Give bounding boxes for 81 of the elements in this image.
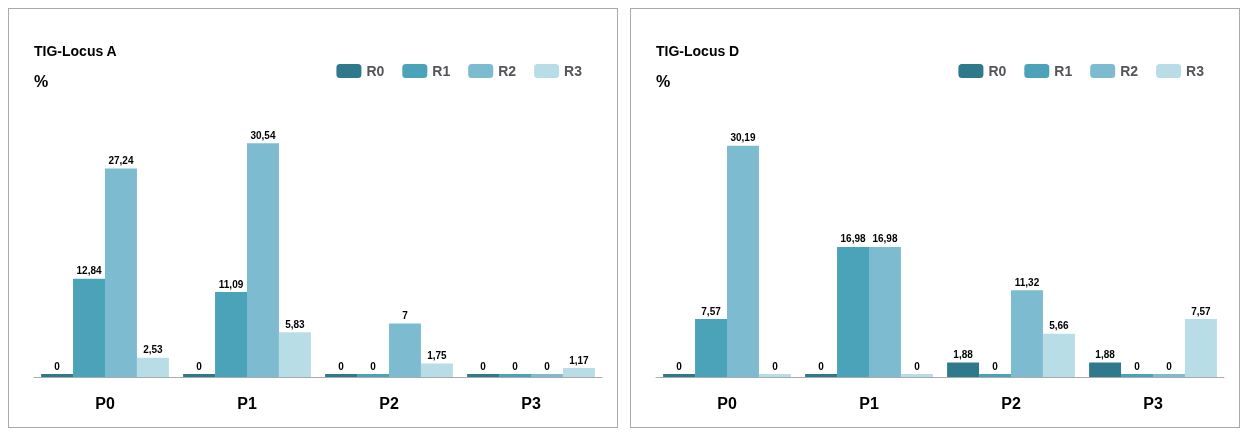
bar (1089, 362, 1122, 377)
bar (215, 292, 247, 377)
bar (979, 374, 1011, 377)
bar (869, 246, 901, 377)
bar (1153, 374, 1185, 377)
data-label: 30,54 (250, 129, 276, 141)
bar (1011, 290, 1043, 377)
bar (805, 374, 838, 377)
data-label: 0 (370, 360, 377, 372)
data-label: 0 (196, 360, 203, 372)
bar (41, 374, 74, 377)
data-label: 0 (818, 360, 825, 372)
data-label: 11,09 (218, 278, 244, 290)
bar (420, 363, 453, 377)
data-label: 16,98 (872, 233, 898, 245)
data-label: 1,17 (569, 354, 590, 366)
data-label: 27,24 (108, 154, 134, 166)
legend-label: R2 (1120, 63, 1139, 79)
data-label: 0 (772, 360, 779, 372)
bar (136, 357, 169, 377)
bar (105, 168, 137, 377)
data-label: 30,19 (730, 132, 756, 144)
bar (1184, 319, 1217, 377)
bar (837, 246, 869, 377)
chart-title: TIG-Locus A (34, 43, 117, 59)
bar (467, 374, 500, 377)
bar (389, 323, 421, 377)
bar (947, 362, 980, 377)
data-label: 0 (512, 360, 519, 372)
chart-title: TIG-Locus D (656, 43, 740, 59)
legend-label: R2 (498, 63, 517, 79)
data-label: 0 (992, 360, 999, 372)
legend-label: R0 (366, 63, 385, 79)
bar (695, 319, 727, 377)
bar (278, 332, 311, 377)
data-label: 7,57 (1191, 305, 1212, 317)
y-axis-title: % (34, 72, 49, 90)
legend-label: R3 (564, 63, 583, 79)
data-label: 16,98 (840, 233, 866, 245)
data-label: 0 (914, 360, 921, 372)
bar (1121, 374, 1153, 377)
data-label: 2,53 (143, 344, 164, 356)
data-label: 1,88 (1095, 349, 1116, 361)
x-tick-label: P3 (521, 394, 541, 412)
bar (531, 374, 563, 377)
bar (499, 374, 531, 377)
data-label: 5,66 (1049, 320, 1070, 332)
data-label: 12,84 (76, 265, 102, 277)
bar (727, 145, 759, 377)
bar (663, 374, 696, 377)
data-label: 7,57 (701, 305, 722, 317)
data-label: 1,88 (953, 349, 974, 361)
bar (1042, 333, 1075, 377)
legend-label: R0 (988, 63, 1007, 79)
legend-label: R1 (1054, 63, 1073, 79)
data-label: 0 (54, 360, 61, 372)
x-tick-label: P2 (1001, 394, 1021, 412)
x-tick-label: P0 (95, 394, 115, 412)
bar (325, 374, 358, 377)
x-tick-label: P2 (379, 394, 399, 412)
data-label: 5,83 (285, 318, 306, 330)
data-label: 0 (1166, 360, 1173, 372)
data-label: 0 (338, 360, 345, 372)
bar (247, 143, 279, 377)
legend-label: R1 (432, 63, 451, 79)
y-axis-title: % (656, 72, 671, 90)
data-label: 7 (402, 309, 409, 321)
bar (357, 374, 389, 377)
x-tick-label: P1 (859, 394, 879, 412)
legend-label: R3 (1186, 63, 1205, 79)
data-label: 1,75 (427, 350, 448, 362)
x-tick-label: P1 (237, 394, 257, 412)
x-tick-label: P3 (1143, 394, 1163, 412)
x-tick-label: P0 (717, 394, 737, 412)
data-label: 0 (676, 360, 683, 372)
bar (73, 278, 105, 377)
data-label: 0 (544, 360, 551, 372)
data-label: 0 (1134, 360, 1141, 372)
data-label: 11,32 (1014, 276, 1040, 288)
bar (183, 374, 216, 377)
data-label: 0 (480, 360, 487, 372)
